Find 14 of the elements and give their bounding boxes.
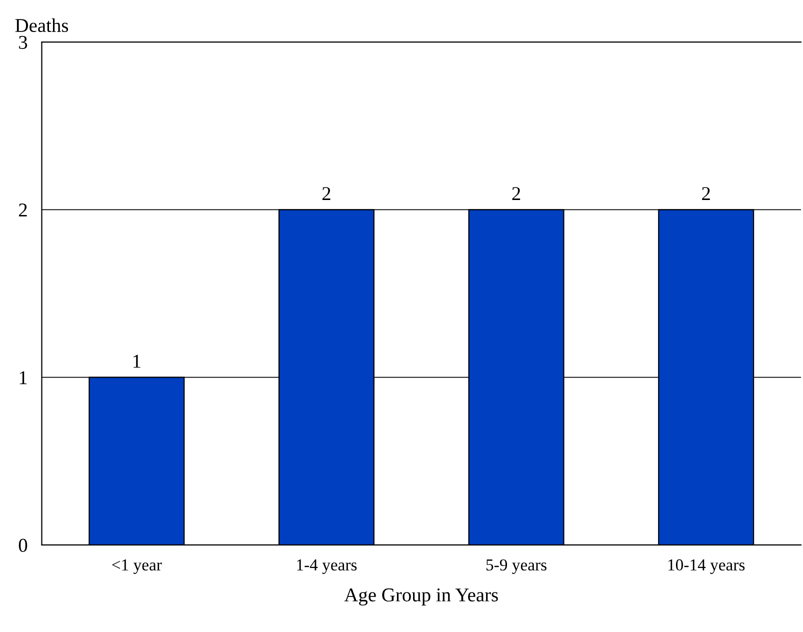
data-label: 2	[702, 187, 710, 200]
y-tick-label: 3	[19, 36, 28, 49]
data-label: 2	[322, 187, 330, 200]
y-tick-label: 2	[19, 204, 27, 216]
y-tick-label: 1	[20, 371, 27, 384]
x-axis-title: Age Group in Years	[344, 588, 498, 606]
x-tick-label: 1-4 years	[297, 559, 357, 574]
data-label: 2	[512, 187, 520, 200]
x-tick-label: <1 year	[112, 559, 162, 574]
x-tick-label: 5-9 years	[486, 559, 546, 574]
data-label: 1	[134, 354, 140, 368]
x-tick-label: 10-14 years	[668, 559, 745, 574]
y-axis-title: Deaths	[15, 18, 68, 32]
y-tick-label: 0	[18, 538, 28, 552]
